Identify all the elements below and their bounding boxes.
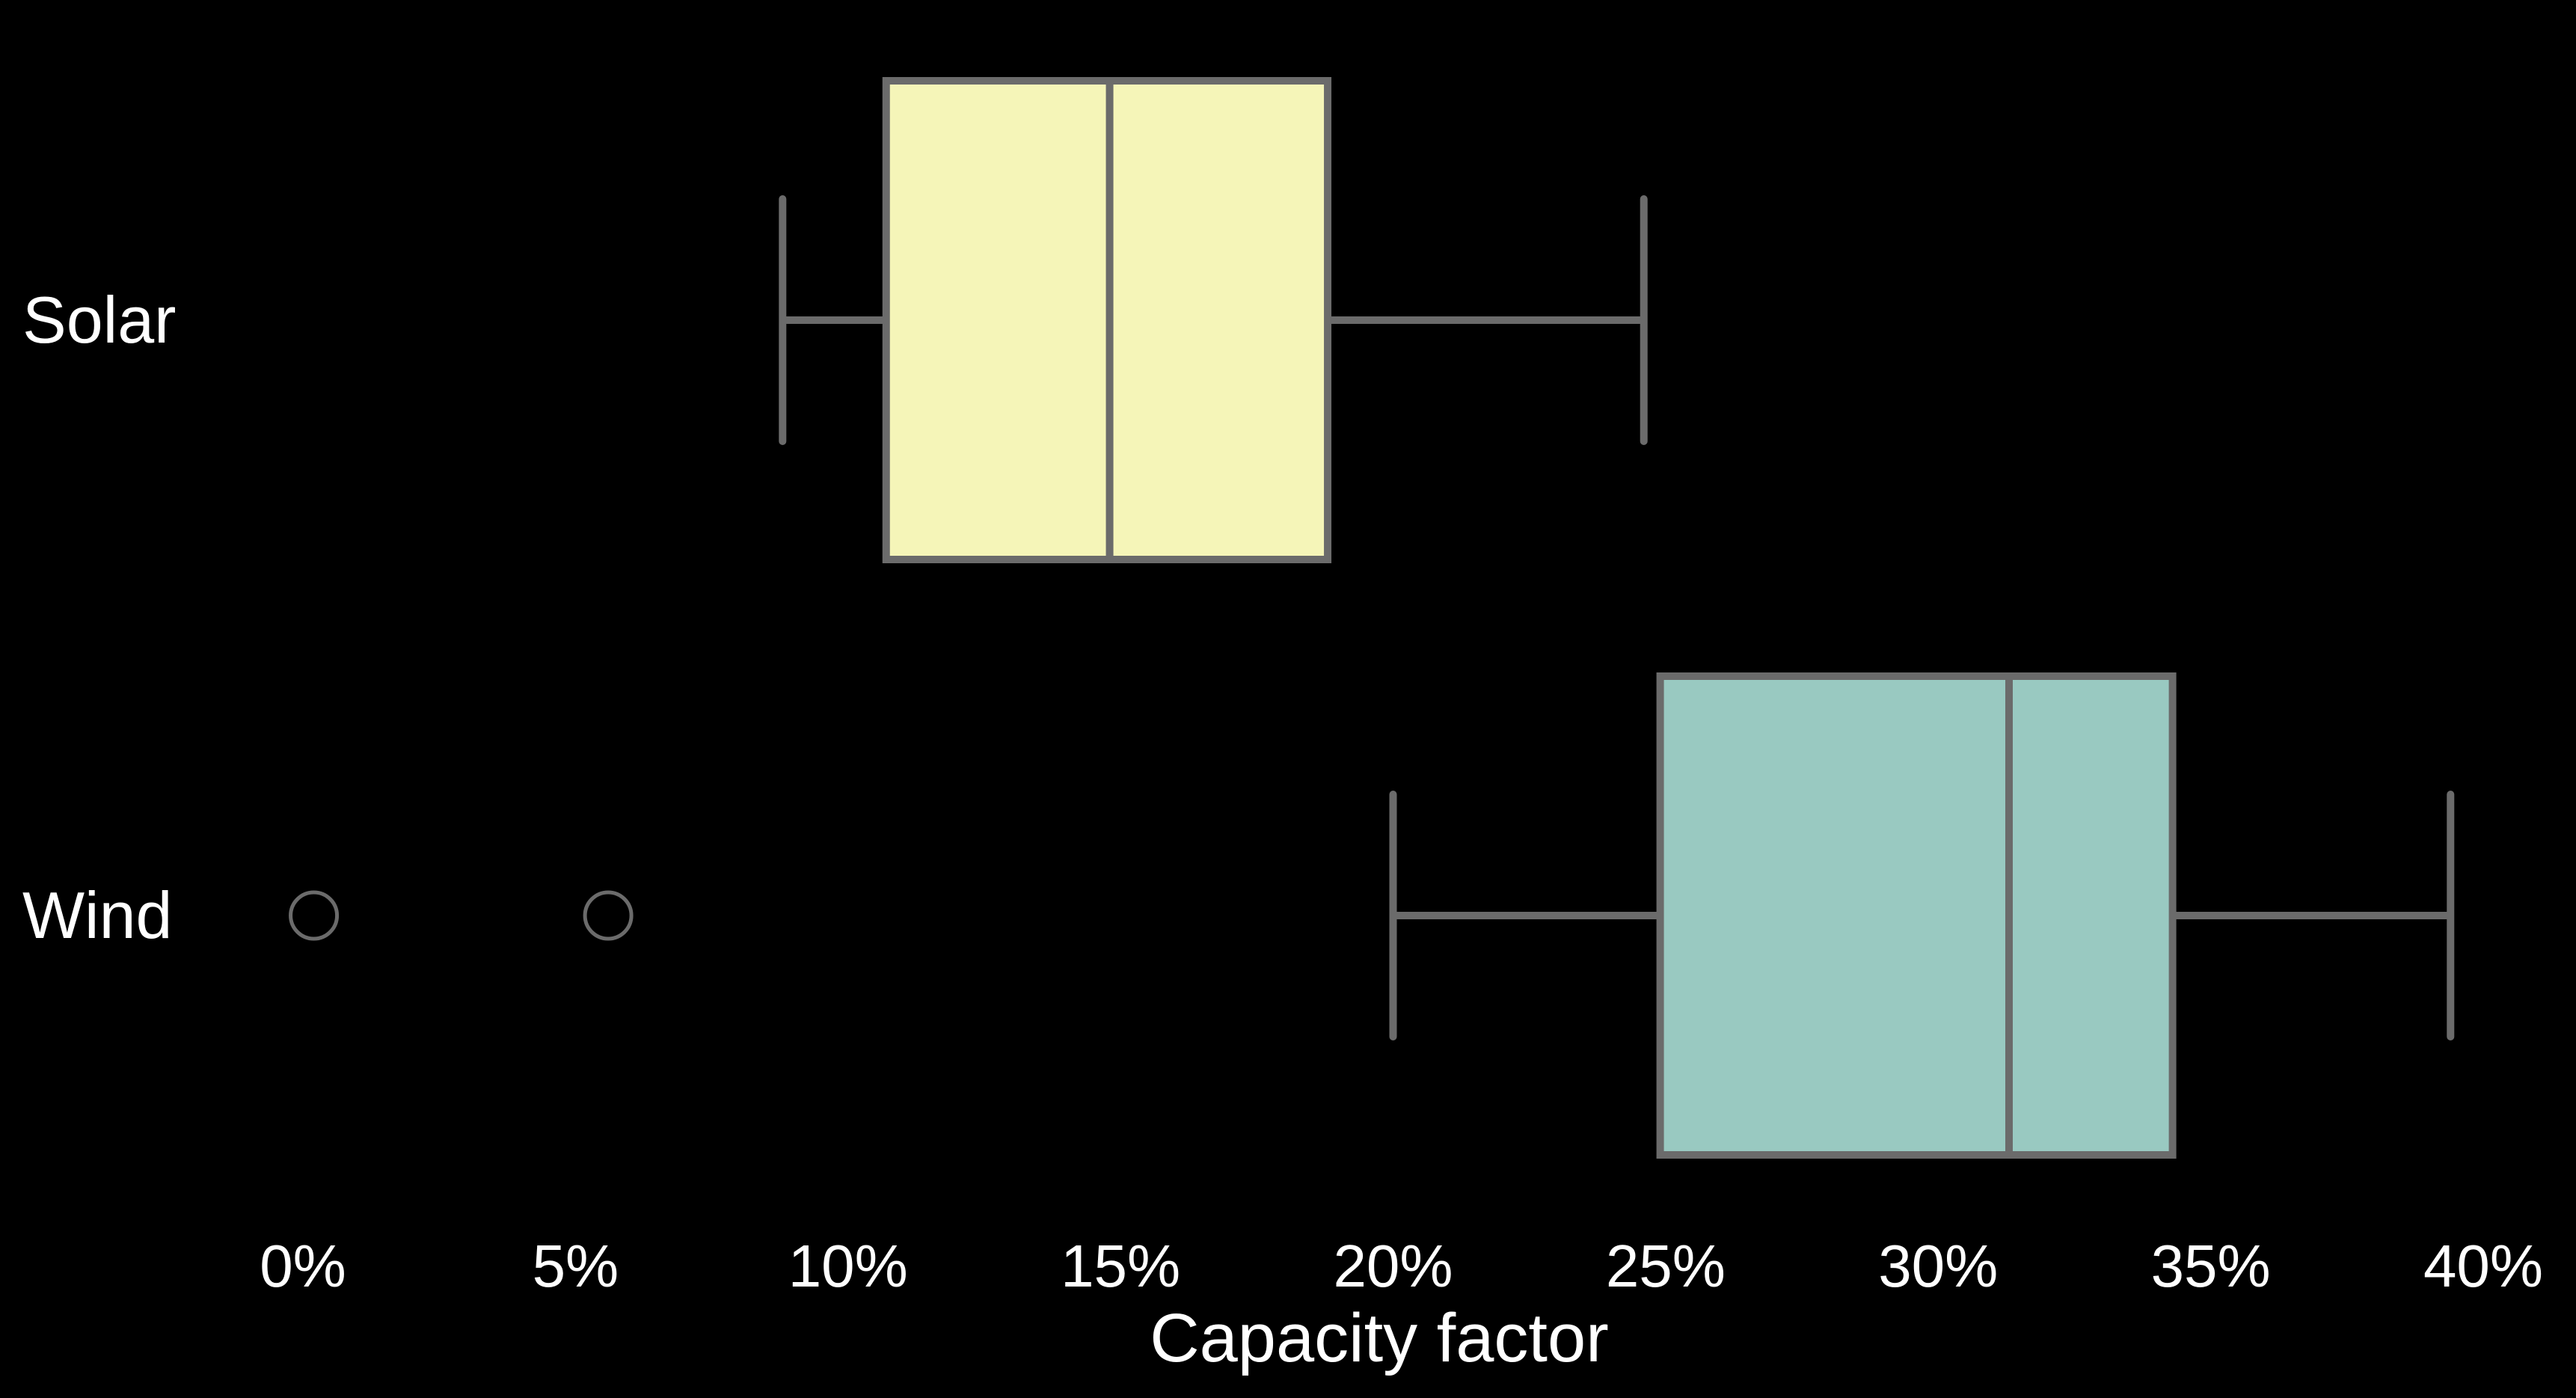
wind-box-group (289, 672, 2455, 1159)
x-tick-label: 15% (1061, 1233, 1180, 1299)
x-tick-label: 30% (1878, 1233, 1998, 1299)
wind-outlier-2 (583, 890, 634, 941)
solar-category-label: Solar (22, 283, 176, 357)
x-tick-label: 10% (788, 1233, 908, 1299)
category-labels: Solar Wind (22, 283, 176, 952)
wind-category-label: Wind (22, 878, 173, 952)
x-tick-label: 25% (1606, 1233, 1726, 1299)
x-tick-label: 40% (2423, 1233, 2543, 1299)
plot-area (289, 77, 2455, 1159)
x-tick-label: 35% (2151, 1233, 2271, 1299)
x-tick-label: 20% (1333, 1233, 1453, 1299)
wind-outlier-1 (289, 890, 340, 941)
x-axis-title: Capacity factor (1150, 1300, 1609, 1376)
x-tick-label: 5% (533, 1233, 619, 1299)
x-axis-ticks: 0% 5% 10% 15% 20% 25% 30% 35% 40% (260, 1233, 2543, 1299)
x-tick-label: 0% (260, 1233, 346, 1299)
wind-box (1656, 672, 2177, 1159)
solar-box-group (779, 77, 1648, 563)
